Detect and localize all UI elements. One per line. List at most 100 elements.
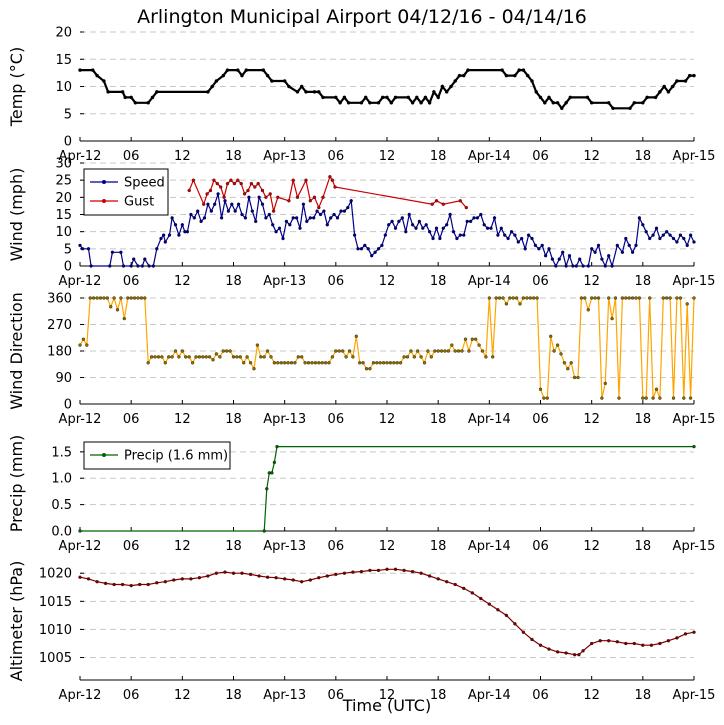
wind-point [489,226,493,230]
wind-point [462,233,466,237]
wdir-point [327,361,331,365]
wdir-point [265,349,270,353]
wind-point [458,199,462,203]
wdir-point [184,355,188,359]
precip-xtick-label: Apr-13 [263,539,306,554]
wind-ytick-label: 30 [55,157,72,172]
alt-point [487,602,491,606]
wind-point [268,192,272,196]
alt-point [521,630,526,634]
wdir-point [467,349,471,353]
wind-point [257,195,261,199]
temp-point [321,95,325,100]
wind-point [212,178,216,182]
wdir-point [170,355,174,359]
wind-point [209,209,213,213]
wind-point [363,243,367,248]
wind-point [294,216,299,220]
wind-point [644,230,648,234]
wind-point [537,247,541,251]
wind-point [400,216,404,220]
wind-point [564,264,568,268]
wdir-xtick-label: 18 [430,412,447,427]
wdir-point [245,355,249,359]
wdir-point [95,296,99,300]
alt-point [427,574,432,578]
alt-point [666,639,671,643]
alt-point [265,575,270,579]
wdir-point [555,343,560,347]
alt-point [641,643,645,647]
alt-point [683,632,688,636]
wind-point [86,247,91,251]
wdir-point [102,296,106,300]
wind-point [335,216,340,220]
wind-point [78,243,82,248]
temp-point [632,101,637,105]
wind-point [465,219,469,224]
alt-point [359,569,364,574]
wdir-point [132,296,137,300]
wind-point [196,209,200,213]
alt-point [572,653,577,657]
precip-point [275,444,279,449]
wdir-point [368,367,372,371]
wind-point [513,233,517,237]
temp-point [389,101,394,105]
alt-point [607,639,611,643]
alt-point [351,570,355,574]
wdir-point [320,361,324,365]
wdir-point [648,296,652,300]
wind-point [641,223,645,227]
wind-panel [78,162,696,269]
wind-point [668,233,672,237]
wind-xtick-label: 12 [174,274,191,289]
wdir-point [518,302,522,306]
wdir-point [600,396,604,400]
wdir-point [603,381,607,386]
wdir-point [310,361,314,365]
wind-point [333,185,337,189]
wdir-point [395,361,399,365]
alt-point [675,636,679,640]
wdir-point [665,296,669,300]
wind-ytick-label: 10 [55,225,72,240]
precip-ytick-label: 0.0 [51,525,72,540]
wdir-point [446,349,451,353]
temp-point [517,68,521,72]
wind-point [530,236,534,241]
wind-point [180,223,184,227]
wdir-point [221,349,225,353]
temp-xtick-label: 18 [430,149,447,164]
alt-point [163,580,167,584]
alt-point [590,641,594,646]
wind-point [173,223,178,227]
alt-ytick-label: 1020 [39,567,72,582]
wind-point [253,185,257,189]
wdir-point [494,296,498,300]
alt-point [547,647,551,651]
wdir-point [542,396,546,400]
alt-point [240,571,244,575]
wdir-point [477,343,481,347]
wdir-point [511,296,515,300]
wdir-point [450,343,454,347]
wdir-point [163,361,167,365]
wind-point [332,212,336,217]
wdir-ytick-label: 90 [55,371,72,386]
alt-point [564,651,568,655]
alt-point [138,582,142,587]
wdir-point [180,349,184,353]
wind-point [658,236,662,241]
wind-point [627,243,631,248]
alt-ytick-label: 1005 [39,651,72,666]
wdir-point [139,296,144,300]
wdir-point [259,355,263,359]
wind-point [249,181,254,186]
alt-point [172,578,176,582]
wind-point [356,247,360,251]
temp-point [611,106,615,111]
wdir-point [593,296,597,300]
precip-xtick-label: Apr-15 [673,539,716,554]
wind-xtick-label: 18 [225,274,242,289]
